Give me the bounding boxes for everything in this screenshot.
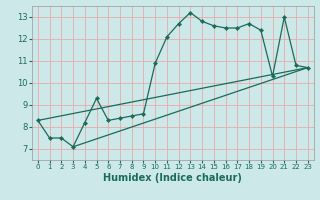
X-axis label: Humidex (Indice chaleur): Humidex (Indice chaleur) — [103, 173, 242, 183]
